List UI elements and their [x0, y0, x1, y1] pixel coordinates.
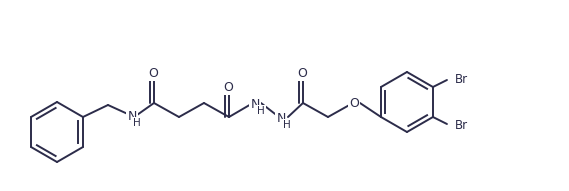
Text: H: H — [133, 118, 141, 128]
Text: N: N — [277, 112, 286, 125]
Text: O: O — [297, 66, 307, 79]
Text: N: N — [250, 97, 259, 111]
Text: O: O — [223, 80, 233, 94]
Text: O: O — [349, 96, 359, 109]
Text: Br: Br — [455, 73, 468, 86]
Text: N: N — [127, 109, 137, 122]
Text: H: H — [257, 106, 265, 116]
Text: Br: Br — [455, 118, 468, 131]
Text: H: H — [283, 120, 291, 130]
Text: O: O — [148, 66, 158, 79]
